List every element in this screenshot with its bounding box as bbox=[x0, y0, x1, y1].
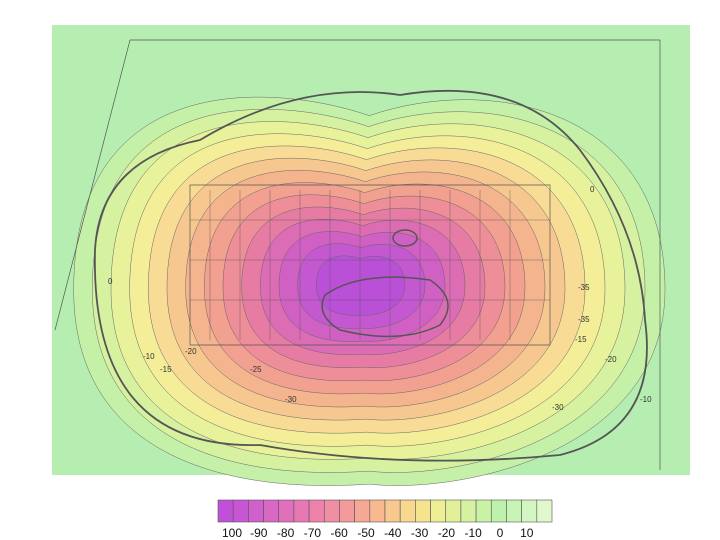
contour-label: -20 bbox=[605, 355, 617, 364]
contour-label: 0 bbox=[590, 185, 595, 194]
contour-label: -15 bbox=[160, 365, 172, 374]
legend-label: 0 bbox=[497, 526, 504, 540]
contour-label: -20 bbox=[185, 347, 197, 356]
contour-label: -35 bbox=[578, 315, 590, 324]
contour-label: -30 bbox=[285, 395, 297, 404]
legend-swatch bbox=[475, 499, 492, 523]
contour-label: -10 bbox=[640, 395, 652, 404]
legend-swatch bbox=[354, 499, 371, 523]
legend-swatch bbox=[430, 499, 447, 523]
legend-swatch bbox=[278, 499, 295, 523]
legend-swatch bbox=[384, 499, 401, 523]
legend-swatch bbox=[415, 499, 431, 523]
legend-label: -40 bbox=[384, 526, 402, 540]
legend-label: 10 bbox=[520, 526, 534, 540]
legend-swatch bbox=[308, 499, 325, 523]
contour-label: -25 bbox=[250, 365, 262, 374]
legend-swatch bbox=[536, 499, 553, 523]
contour-band bbox=[316, 255, 406, 316]
legend-swatch bbox=[445, 499, 462, 523]
contour-label: -15 bbox=[575, 335, 587, 344]
legend-swatch bbox=[369, 499, 386, 523]
site-plan bbox=[54, 39, 661, 470]
legend-swatch bbox=[521, 499, 538, 523]
contour-label: -35 bbox=[578, 283, 590, 292]
legend-label: 100 bbox=[222, 526, 242, 540]
legend-label: -70 bbox=[304, 526, 322, 540]
legend-label: -80 bbox=[277, 526, 295, 540]
legend-swatch bbox=[460, 499, 477, 523]
legend-label: -50 bbox=[357, 526, 375, 540]
legend-label: -60 bbox=[331, 526, 349, 540]
legend-swatch bbox=[339, 499, 355, 523]
contour-fill bbox=[73, 96, 666, 486]
legend-label: -90 bbox=[250, 526, 268, 540]
legend: 100 -90 -80 -70 -60 -50 -40 -30 -20 -10 0 10 bbox=[217, 499, 553, 540]
legend-swatch bbox=[399, 499, 416, 523]
legend-label: -10 bbox=[465, 526, 483, 540]
legend-swatch bbox=[293, 499, 310, 523]
legend-label: -20 bbox=[438, 526, 456, 540]
contour-labels: 0 -10 -15 -20 -25 -30 -35 -35 -30 -10 -20 -15 0 bbox=[108, 185, 652, 412]
legend-swatch bbox=[323, 499, 340, 523]
legend-swatch bbox=[232, 499, 249, 523]
legend-swatch bbox=[217, 499, 234, 523]
legend-swatch bbox=[263, 499, 280, 523]
legend-swatch bbox=[506, 499, 522, 523]
contour-label: 0 bbox=[108, 277, 113, 286]
legend-swatch bbox=[248, 499, 264, 523]
contour-label: -10 bbox=[143, 352, 155, 361]
legend-label: -30 bbox=[411, 526, 429, 540]
contour-label: -30 bbox=[552, 403, 564, 412]
legend-swatch bbox=[490, 499, 507, 523]
